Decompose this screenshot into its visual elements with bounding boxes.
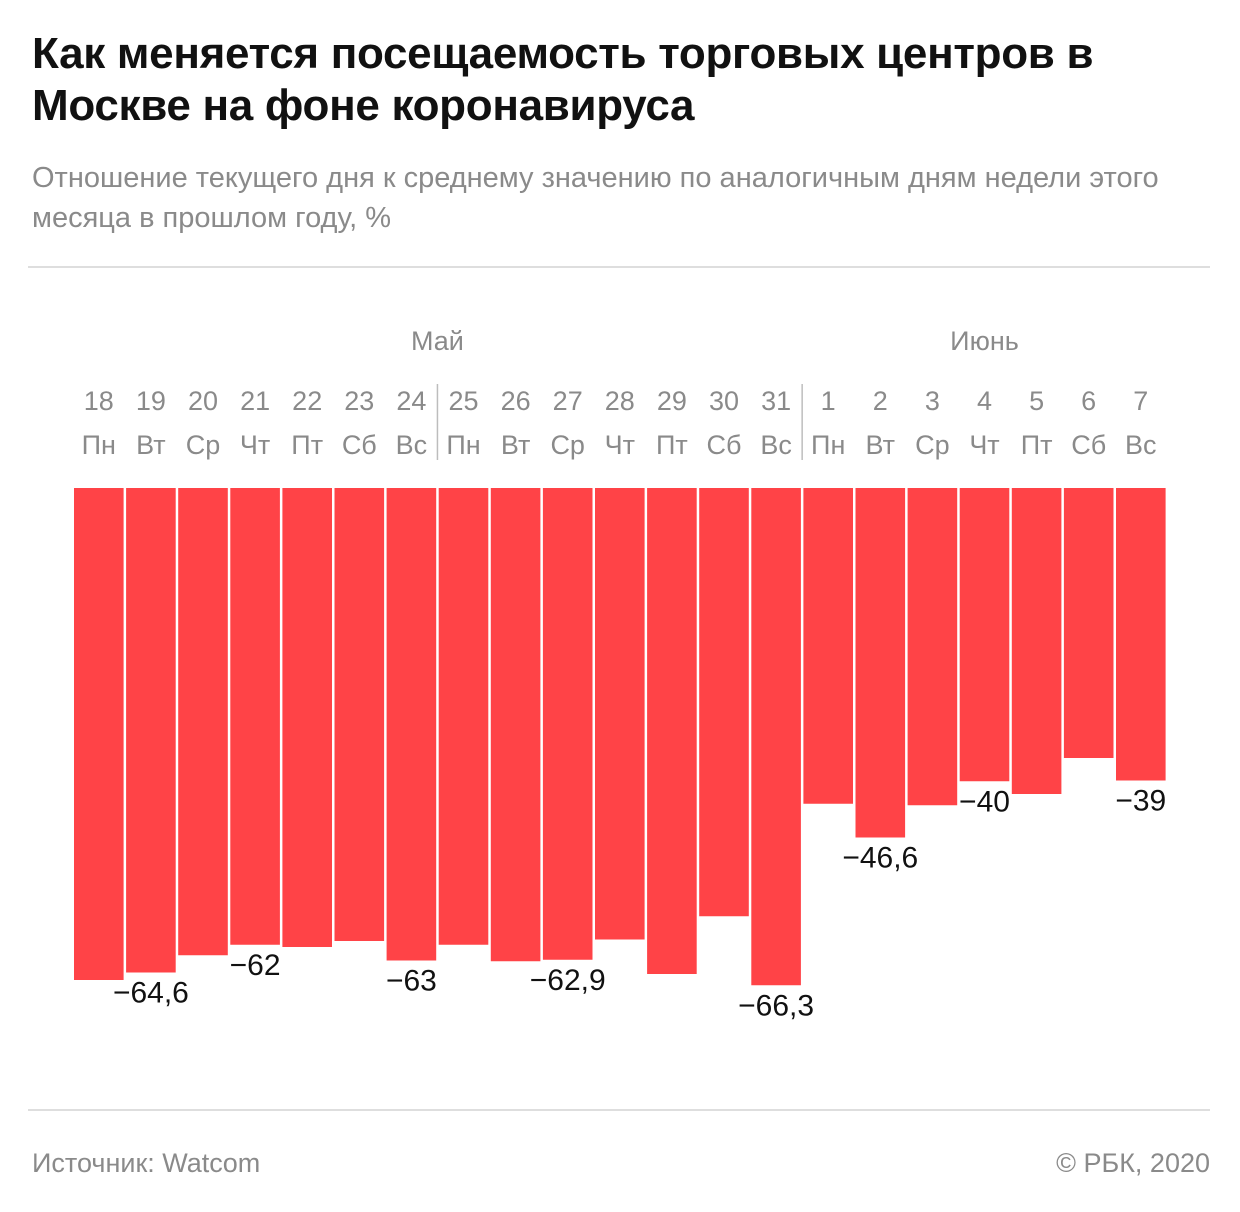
bar-2: [855, 488, 906, 838]
tick-label-weekday: Пн: [82, 430, 116, 460]
chart-title: Как меняется посещаемость торговых центр…: [32, 29, 1094, 130]
tick-label-weekday: Вт: [136, 430, 165, 460]
tick-label-day: 22: [292, 386, 322, 416]
tick-label-day: 20: [188, 386, 218, 416]
tick-label-day: 31: [761, 386, 791, 416]
tick-label-weekday: Сб: [707, 430, 742, 460]
bar-27: [542, 488, 593, 960]
tick-label-weekday: Пн: [446, 430, 480, 460]
tick-label-weekday: Вс: [1125, 430, 1157, 460]
value-label: −46,6: [842, 842, 918, 875]
tick-label-day: 26: [501, 386, 531, 416]
tick-label-day: 25: [448, 386, 478, 416]
value-label: −40: [959, 785, 1010, 818]
tick-label-day: 4: [977, 386, 992, 416]
tick-label-day: 19: [136, 386, 166, 416]
bar-24: [386, 488, 437, 961]
tick-label-day: 1: [821, 386, 836, 416]
bars: [74, 488, 1166, 986]
bar-18: [74, 488, 124, 980]
bar-7: [1116, 488, 1166, 781]
copyright-note: © РБК, 2020: [1056, 1148, 1210, 1178]
tick-label-weekday: Пн: [811, 430, 845, 460]
tick-label-day: 18: [84, 386, 114, 416]
tick-label-day: 28: [605, 386, 635, 416]
bar-31: [751, 488, 801, 986]
bar-chart: Май Июнь 18Пн19Вт20Ср21Чт22Пт23Сб24Вс25Пн…: [74, 326, 1166, 1023]
month-label: Май: [411, 326, 464, 356]
tick-label-weekday: Сб: [342, 430, 377, 460]
tick-label-weekday: Ср: [186, 430, 221, 460]
value-label: −64,6: [113, 977, 189, 1010]
tick-label-day: 23: [344, 386, 374, 416]
bar-22: [282, 488, 332, 947]
source-note: Источник: Watcom: [32, 1148, 261, 1178]
tick-label-weekday: Вт: [866, 430, 895, 460]
top-divider: [28, 266, 1210, 268]
bar-29: [647, 488, 697, 974]
value-label: −66,3: [738, 989, 814, 1022]
month-label: Июнь: [950, 326, 1019, 356]
value-label: −39: [1115, 785, 1166, 818]
value-label: −62: [230, 949, 281, 982]
tick-label-weekday: Вс: [396, 430, 428, 460]
tick-label-weekday: Пт: [1021, 430, 1053, 460]
tick-label-weekday: Пт: [656, 430, 688, 460]
value-label: −63: [386, 965, 437, 998]
tick-label-day: 30: [709, 386, 739, 416]
value-label: −62,9: [530, 964, 606, 997]
bar-6: [1063, 488, 1114, 758]
tick-label-weekday: Чт: [969, 430, 999, 460]
bar-28: [595, 488, 645, 940]
bar-25: [438, 488, 489, 945]
bar-21: [230, 488, 280, 945]
tick-label-weekday: Ср: [550, 430, 585, 460]
bar-23: [334, 488, 385, 941]
month-labels: Май Июнь: [411, 326, 1019, 356]
tick-label-day: 6: [1081, 386, 1096, 416]
bar-1: [803, 488, 853, 804]
tick-label-weekday: Вс: [760, 430, 792, 460]
chart-subtitle: Отношение текущего дня к среднему значен…: [32, 162, 1159, 234]
tick-label-day: 3: [925, 386, 940, 416]
bar-20: [178, 488, 228, 956]
bar-3: [907, 488, 958, 806]
tick-label-day: 21: [240, 386, 270, 416]
tick-label-day: 24: [396, 386, 426, 416]
bar-5: [1011, 488, 1062, 794]
bar-26: [490, 488, 541, 962]
bar-30: [699, 488, 749, 917]
tick-label-weekday: Сб: [1071, 430, 1106, 460]
bottom-divider: [28, 1109, 1210, 1111]
tick-label-day: 5: [1029, 386, 1044, 416]
bar-4: [959, 488, 1010, 782]
tick-label-weekday: Чт: [605, 430, 635, 460]
bar-19: [126, 488, 176, 973]
value-labels: −64,6 −62 −63 −62,9 −66,3 −46,6 −40 −39: [113, 785, 1166, 1023]
tick-label-weekday: Вт: [501, 430, 530, 460]
tick-label-day: 29: [657, 386, 687, 416]
tick-label-day: 2: [873, 386, 888, 416]
x-axis-ticks: 18Пн19Вт20Ср21Чт22Пт23Сб24Вс25Пн26Вт27Ср…: [82, 384, 1157, 460]
tick-label-day: 7: [1133, 386, 1148, 416]
tick-label-day: 27: [553, 386, 583, 416]
tick-label-weekday: Чт: [240, 430, 270, 460]
tick-label-weekday: Пт: [291, 430, 323, 460]
tick-label-weekday: Ср: [915, 430, 950, 460]
